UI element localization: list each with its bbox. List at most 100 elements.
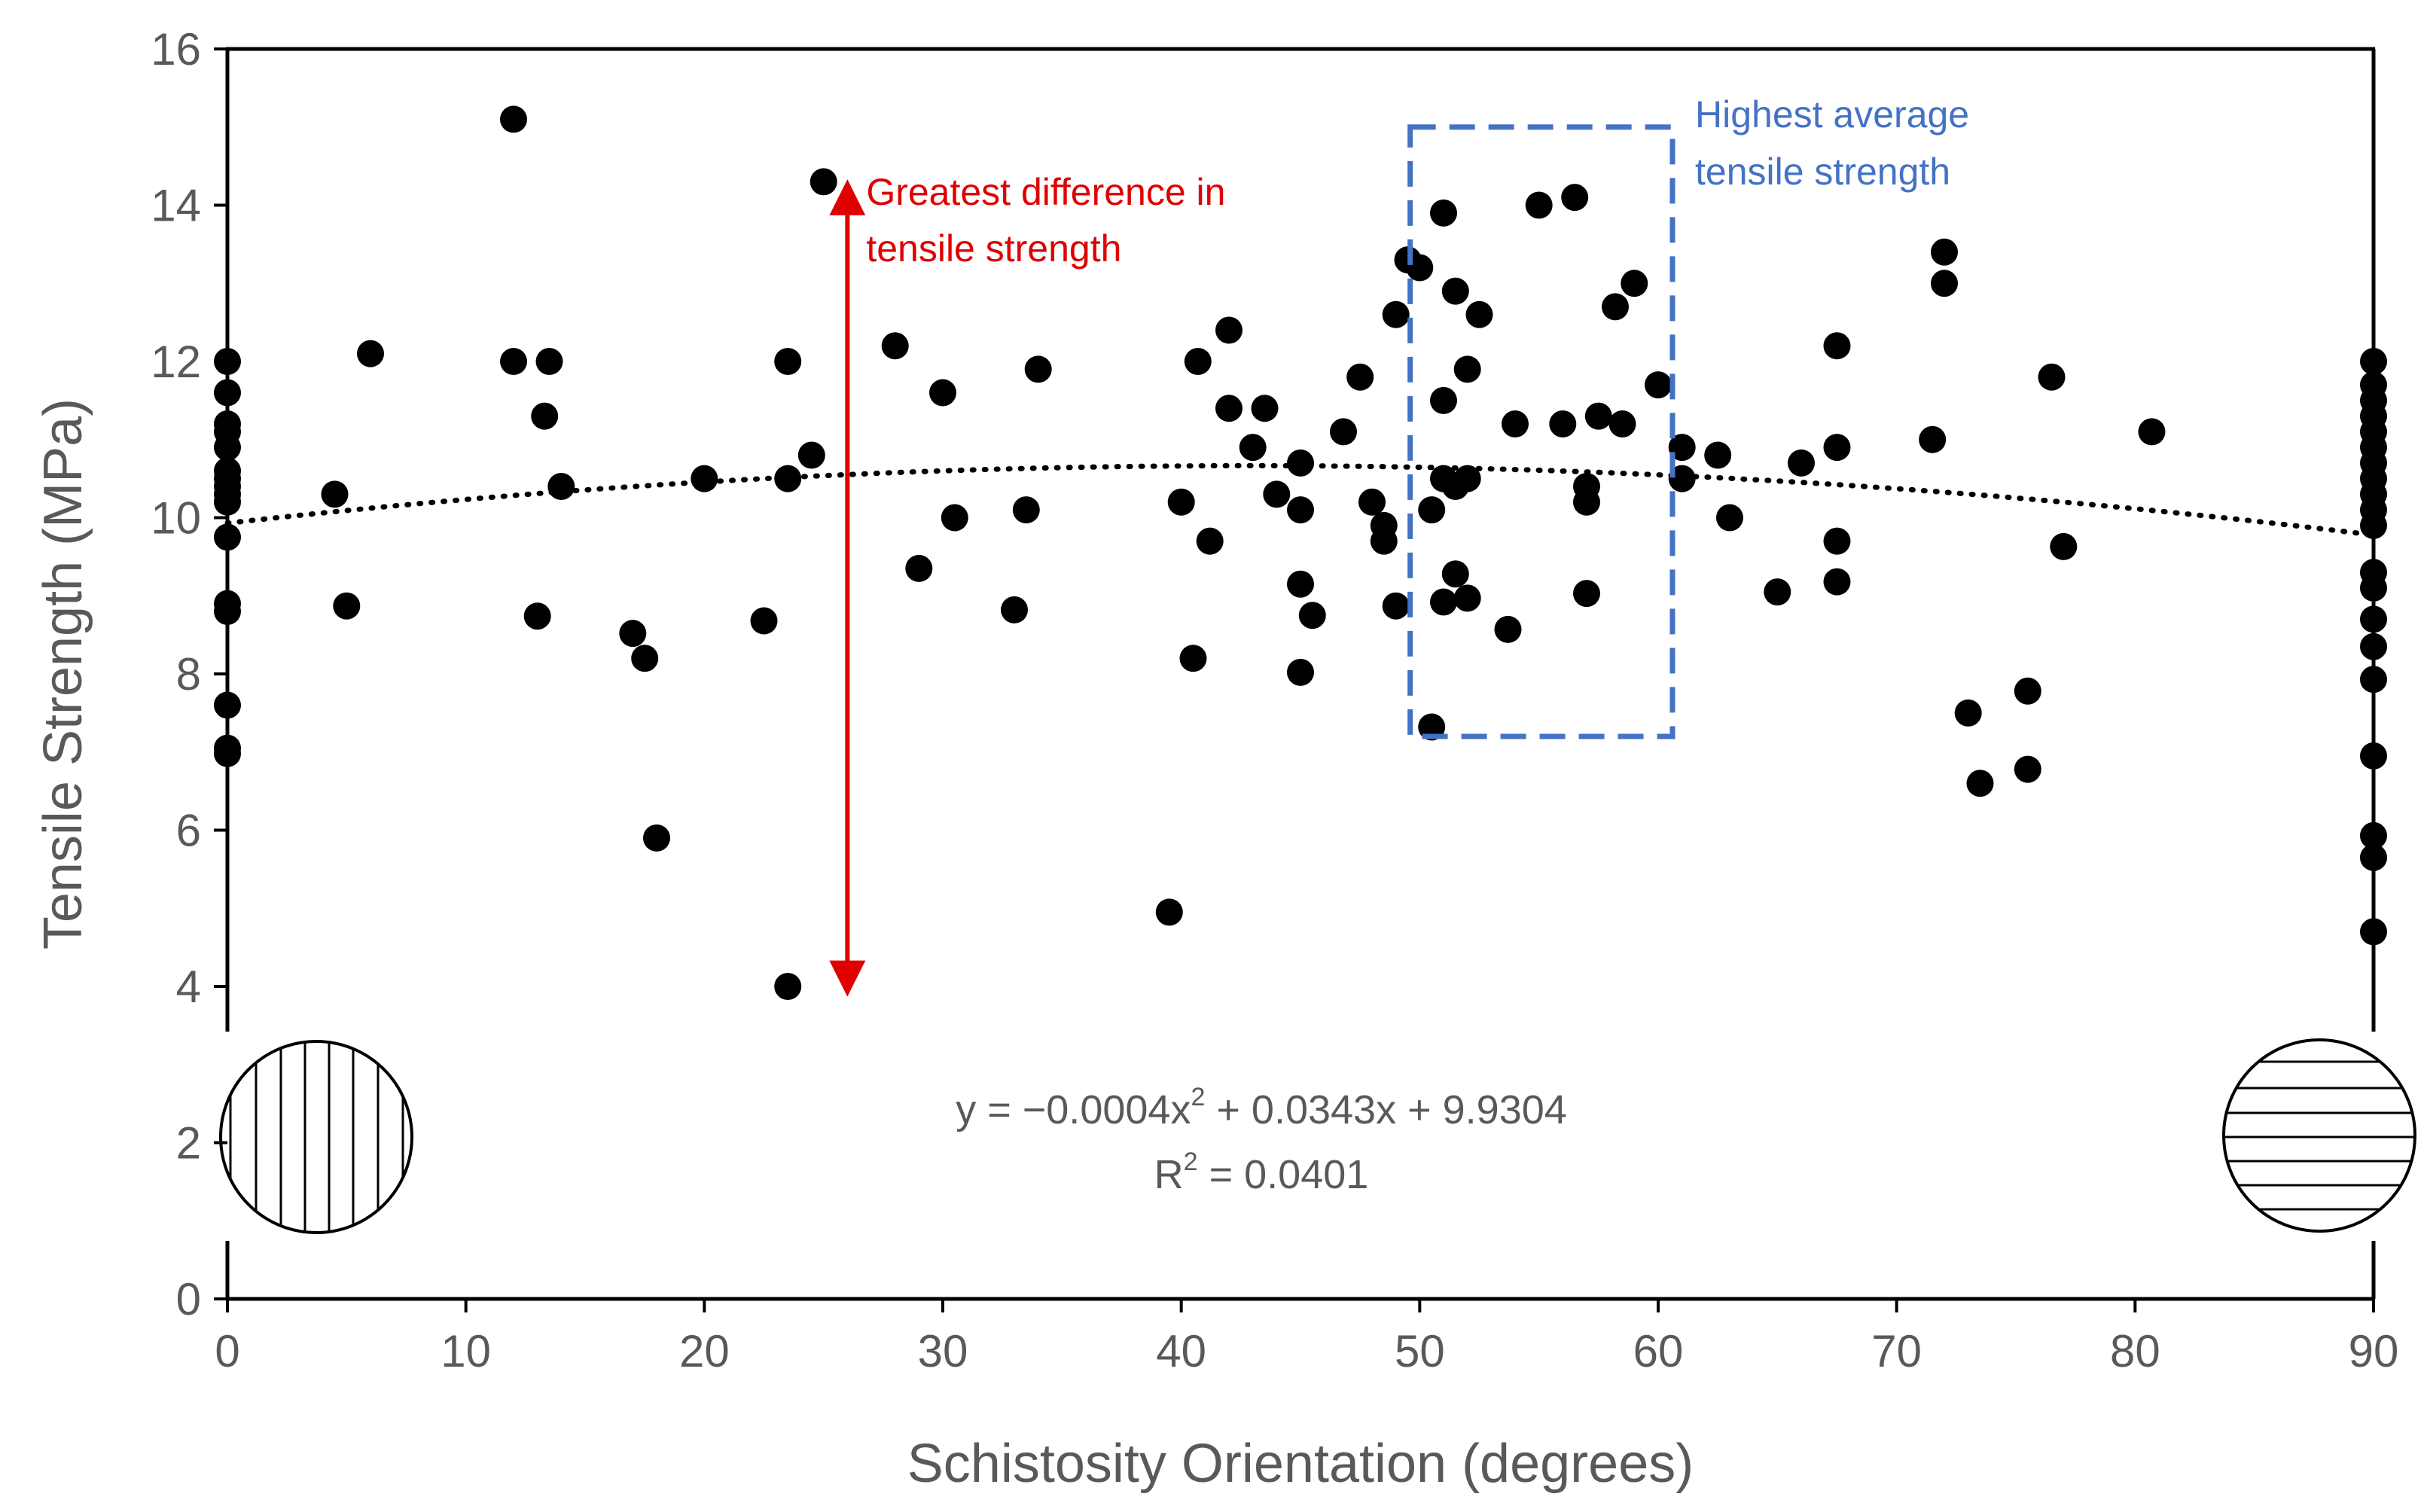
data-point bbox=[1549, 410, 1577, 437]
data-point bbox=[1788, 449, 1815, 477]
data-point bbox=[214, 434, 241, 462]
y-tick-label: 10 bbox=[151, 493, 201, 544]
data-point bbox=[547, 473, 575, 500]
data-point bbox=[1215, 316, 1242, 344]
data-point bbox=[774, 973, 802, 1000]
x-tick-label: 50 bbox=[1395, 1326, 1445, 1376]
data-point bbox=[619, 620, 647, 648]
data-point bbox=[2014, 677, 2041, 705]
data-point bbox=[2360, 822, 2387, 849]
y-tick-label: 2 bbox=[176, 1118, 201, 1169]
data-point bbox=[905, 554, 933, 582]
y-tick-label: 0 bbox=[176, 1274, 201, 1325]
x-tick-label: 30 bbox=[918, 1326, 968, 1376]
data-point bbox=[2360, 633, 2387, 660]
r-squared-value: R2 = 0.0401 bbox=[1154, 1148, 1369, 1197]
data-point bbox=[2014, 755, 2041, 783]
data-point bbox=[2360, 511, 2387, 539]
data-point bbox=[2360, 843, 2387, 871]
data-point bbox=[1621, 270, 1648, 297]
data-point bbox=[500, 105, 527, 133]
data-point bbox=[1430, 386, 1457, 414]
axes bbox=[225, 47, 2376, 1301]
data-point bbox=[1001, 596, 1028, 623]
data-point bbox=[500, 348, 527, 375]
data-point bbox=[1024, 355, 1052, 383]
data-point bbox=[531, 402, 559, 430]
data-point bbox=[2360, 666, 2387, 694]
data-point bbox=[774, 348, 802, 375]
data-point bbox=[1382, 300, 1410, 328]
data-point bbox=[333, 592, 361, 620]
data-point bbox=[214, 691, 241, 719]
data-point bbox=[1453, 355, 1481, 383]
data-point bbox=[1298, 602, 1326, 629]
data-point bbox=[2360, 742, 2387, 770]
data-point bbox=[2050, 532, 2078, 560]
data-point bbox=[214, 739, 241, 767]
data-point bbox=[523, 602, 551, 630]
data-point bbox=[1704, 441, 1732, 469]
data-point bbox=[1966, 770, 1994, 797]
data-point bbox=[1370, 527, 1398, 555]
data-point bbox=[1358, 488, 1386, 516]
data-point bbox=[1263, 480, 1291, 508]
data-point bbox=[2138, 418, 2166, 446]
data-point bbox=[1184, 348, 1212, 375]
data-point bbox=[631, 645, 659, 672]
data-point bbox=[1919, 425, 1947, 453]
x-tick-label: 70 bbox=[1871, 1326, 1922, 1376]
data-point bbox=[1346, 363, 1374, 391]
data-point bbox=[1502, 410, 1529, 437]
data-point bbox=[2360, 574, 2387, 602]
data-point bbox=[810, 168, 837, 196]
x-tick-label: 80 bbox=[2110, 1326, 2160, 1376]
data-point bbox=[1430, 199, 1457, 227]
box-label-line1: Highest average bbox=[1695, 93, 1969, 136]
data-point bbox=[1179, 645, 1207, 672]
data-point bbox=[1251, 395, 1279, 422]
data-point bbox=[1239, 434, 1267, 462]
y-ticks: 0 2 4 6 8 10 12 14 16 bbox=[151, 24, 227, 1325]
data-point bbox=[691, 465, 718, 492]
horizontal-schistosity-icon bbox=[2222, 1038, 2416, 1233]
data-point bbox=[535, 348, 563, 375]
data-point bbox=[1453, 465, 1481, 492]
arrow-label-line1: Greatest difference in bbox=[866, 171, 1225, 213]
data-point bbox=[214, 598, 241, 625]
data-point bbox=[1668, 465, 1696, 492]
data-point bbox=[1418, 496, 1446, 524]
data-point bbox=[1287, 449, 1314, 477]
data-point bbox=[321, 480, 349, 508]
data-point bbox=[214, 488, 241, 516]
y-tick-label: 4 bbox=[176, 962, 201, 1012]
x-tick-label: 10 bbox=[441, 1326, 491, 1376]
data-point bbox=[1155, 898, 1183, 926]
data-point bbox=[1012, 496, 1040, 524]
data-point bbox=[1823, 527, 1851, 555]
data-point bbox=[1441, 277, 1469, 305]
x-axis-title: Schistosity Orientation (degrees) bbox=[907, 1434, 1694, 1494]
annotations: Greatest difference in tensile strength Hi… bbox=[829, 93, 1969, 997]
data-point bbox=[643, 824, 670, 852]
data-point bbox=[1584, 402, 1612, 430]
data-point bbox=[1196, 527, 1224, 555]
y-tick-label: 12 bbox=[151, 337, 201, 387]
data-point bbox=[1823, 568, 1851, 596]
data-point bbox=[1465, 300, 1493, 328]
highest-average-box bbox=[1407, 124, 1675, 739]
x-tick-label: 60 bbox=[1633, 1326, 1684, 1376]
x-tick-label: 0 bbox=[215, 1326, 239, 1376]
box-label-line2: tensile strength bbox=[1695, 151, 1950, 193]
x-ticks: 0 10 20 30 40 50 60 70 80 90 bbox=[215, 1299, 2398, 1376]
data-point bbox=[1668, 434, 1696, 462]
data-point bbox=[1453, 584, 1481, 612]
data-point bbox=[1287, 496, 1314, 524]
data-point bbox=[1573, 488, 1600, 516]
data-point bbox=[1382, 592, 1410, 620]
data-point bbox=[1330, 418, 1357, 446]
data-point bbox=[1716, 504, 1743, 532]
y-axis-title: Tensile Strength (MPa) bbox=[33, 398, 93, 950]
data-point bbox=[929, 379, 956, 407]
